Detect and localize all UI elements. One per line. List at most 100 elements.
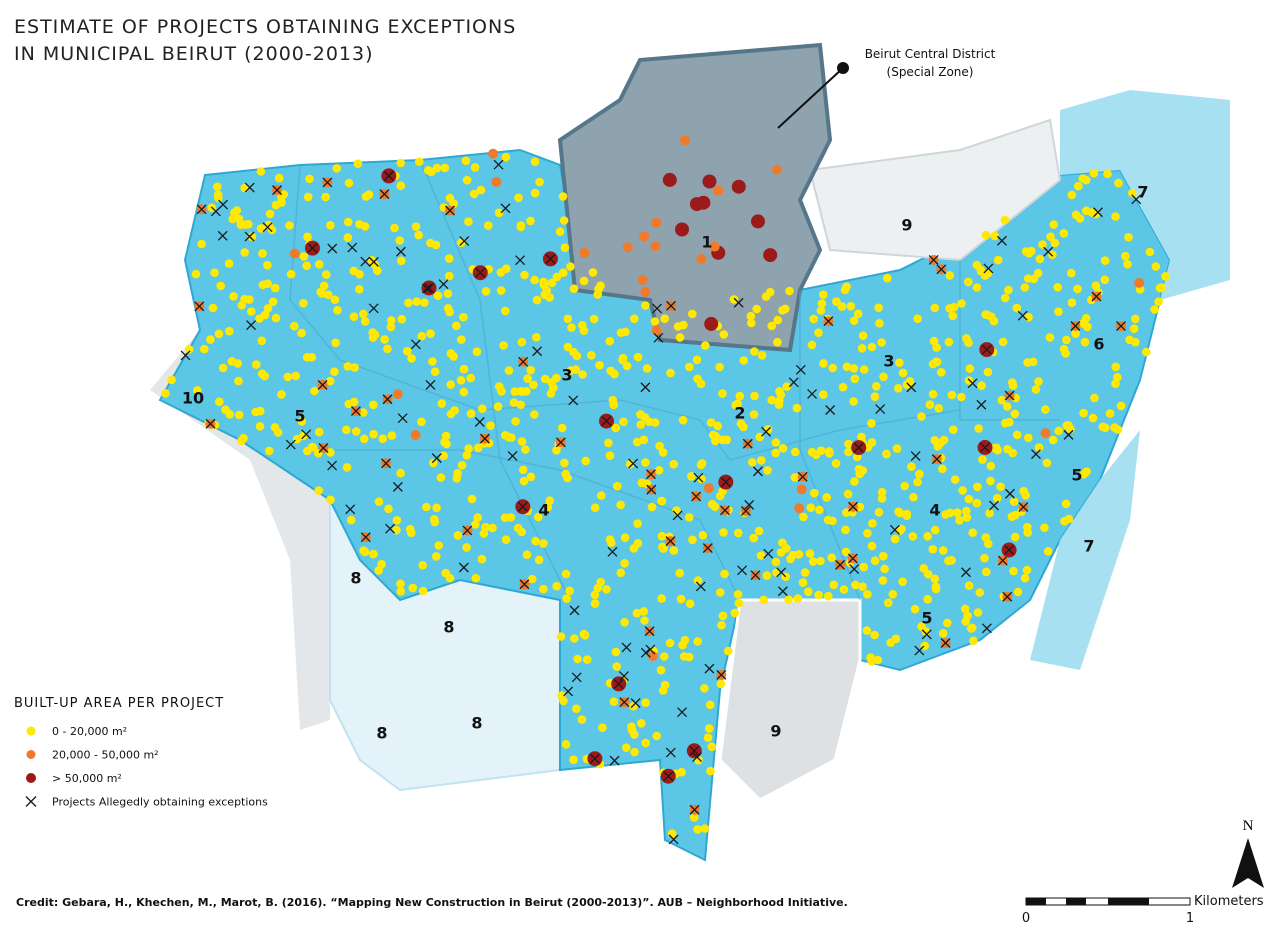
project-point [1134,277,1145,288]
north-arrow [1232,838,1264,888]
cross-stroke [194,301,205,312]
project-point [559,268,568,278]
project-point [689,197,704,212]
cross-stroke [458,562,469,573]
cross-stroke [665,747,676,758]
project-point [235,410,244,420]
cross-stroke [1017,310,1028,321]
project-point [853,309,863,319]
project-point [396,158,406,168]
project-point [687,472,696,481]
cross-stroke [479,433,490,444]
cross-stroke [607,546,618,557]
project-point [680,135,690,146]
project-point [523,374,532,383]
cross-stroke [244,182,255,193]
project-point [452,321,461,331]
project-point [1049,220,1058,229]
project-point [225,410,235,419]
project-point [879,551,888,561]
project-point [360,434,369,444]
project-point [430,367,440,377]
project-point [637,274,648,285]
project-point [321,192,330,202]
project-point [240,294,249,304]
project-point [983,367,993,377]
project-point [827,553,836,562]
project-point [461,156,471,165]
project-point [562,594,571,603]
project-point [314,427,324,437]
project-point [1035,254,1045,264]
project-point [497,387,506,396]
cross-stroke [646,469,656,480]
cross-stroke [807,389,818,399]
project-point [344,178,354,188]
project-point [730,608,740,618]
project-point [872,382,881,391]
project-point [938,546,948,555]
project-point [915,469,924,479]
cross-stroke [797,471,808,482]
cross-stroke [322,177,333,188]
zone-label: 7 [1137,183,1148,202]
project-point [805,549,815,558]
project-point [1074,181,1083,191]
street [959,260,1060,421]
zone-label: 6 [1093,335,1104,354]
title-line: ESTIMATE OF PROJECTS OBTAINING EXCEPTION… [14,16,516,38]
project-point [750,347,759,356]
project-point [456,238,466,247]
project-point [873,655,883,665]
project-point [844,439,853,449]
project-point [1040,428,1051,439]
project-point [620,533,630,542]
project-point [636,420,645,429]
project-point [814,328,823,338]
street [330,449,741,601]
project-point [462,543,471,552]
cross-stroke [493,159,504,170]
project-point [307,353,317,362]
project-point [622,361,632,371]
project-point [332,164,342,173]
project-point [488,148,499,159]
legend: 0 - 20,000 m² 20,000 - 50,000 m² > 50,000 … [25,725,268,809]
project-point [1012,430,1022,440]
project-point [931,582,941,592]
project-point [443,289,453,299]
project-point [446,409,456,419]
cross-stroke [645,644,656,655]
project-point [432,552,441,561]
cross-stroke [720,477,731,488]
project-point [997,395,1007,405]
cross-stroke [317,379,328,390]
zone-label: 7 [1083,537,1094,556]
project-point [684,513,694,522]
cross-stroke [1005,488,1015,499]
project-point [816,446,826,456]
cross-stroke [752,466,763,477]
project-point [619,417,628,427]
project-point [957,392,966,402]
project-point [396,181,406,190]
project-point [529,380,538,390]
project-point [975,588,985,597]
project-point [814,590,823,600]
project-point [863,529,872,538]
project-point [706,766,715,776]
project-point [620,618,629,627]
project-point [647,502,657,512]
project-point [446,380,456,389]
cross-stroke [272,185,283,196]
project-point [819,390,828,399]
project-point [932,357,942,367]
project-point [268,297,278,307]
project-point [1042,458,1052,468]
project-point [986,476,995,486]
street-grid [289,159,1060,601]
project-point [692,355,702,365]
project-point [581,456,590,466]
project-point [547,378,556,387]
